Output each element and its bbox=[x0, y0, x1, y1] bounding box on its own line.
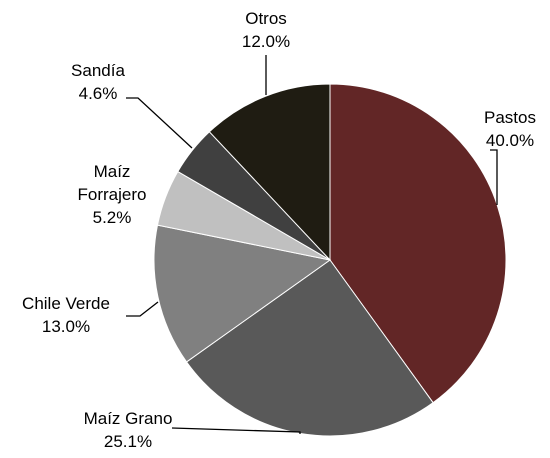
category-label: Otros bbox=[245, 9, 287, 28]
leader-line bbox=[171, 427, 301, 434]
leader-line bbox=[126, 97, 193, 149]
category-label: Pastos bbox=[484, 108, 536, 127]
value-label: 5.2% bbox=[92, 208, 132, 227]
leader-line bbox=[126, 301, 159, 317]
pie-slice bbox=[153, 224, 332, 363]
category-label: Sandía bbox=[71, 61, 125, 80]
leader-line bbox=[490, 149, 498, 205]
slice-label: Chile Verde 13.0% bbox=[6, 292, 126, 338]
slice-label: Maíz Forrajero 5.2% bbox=[67, 160, 157, 229]
value-label: 4.6% bbox=[78, 84, 118, 103]
slice-label: Maíz Grano 25.1% bbox=[58, 407, 198, 453]
value-label: 25.1% bbox=[103, 432, 153, 451]
category-label: Chile Verde bbox=[22, 294, 110, 313]
value-label: 40.0% bbox=[485, 131, 535, 150]
slice-label: Sandía 4.6% bbox=[53, 59, 143, 105]
value-label: 13.0% bbox=[41, 317, 91, 336]
slice-label: Pastos 40.0% bbox=[460, 106, 550, 152]
category-label: Maíz Grano bbox=[83, 409, 173, 428]
pie-slice bbox=[208, 83, 331, 262]
pie-slice bbox=[185, 259, 434, 437]
value-label: 12.0% bbox=[241, 32, 291, 51]
category-label: Maíz Forrajero bbox=[77, 162, 147, 204]
pie-slice bbox=[329, 83, 507, 404]
slice-label: Otros 12.0% bbox=[221, 7, 311, 53]
